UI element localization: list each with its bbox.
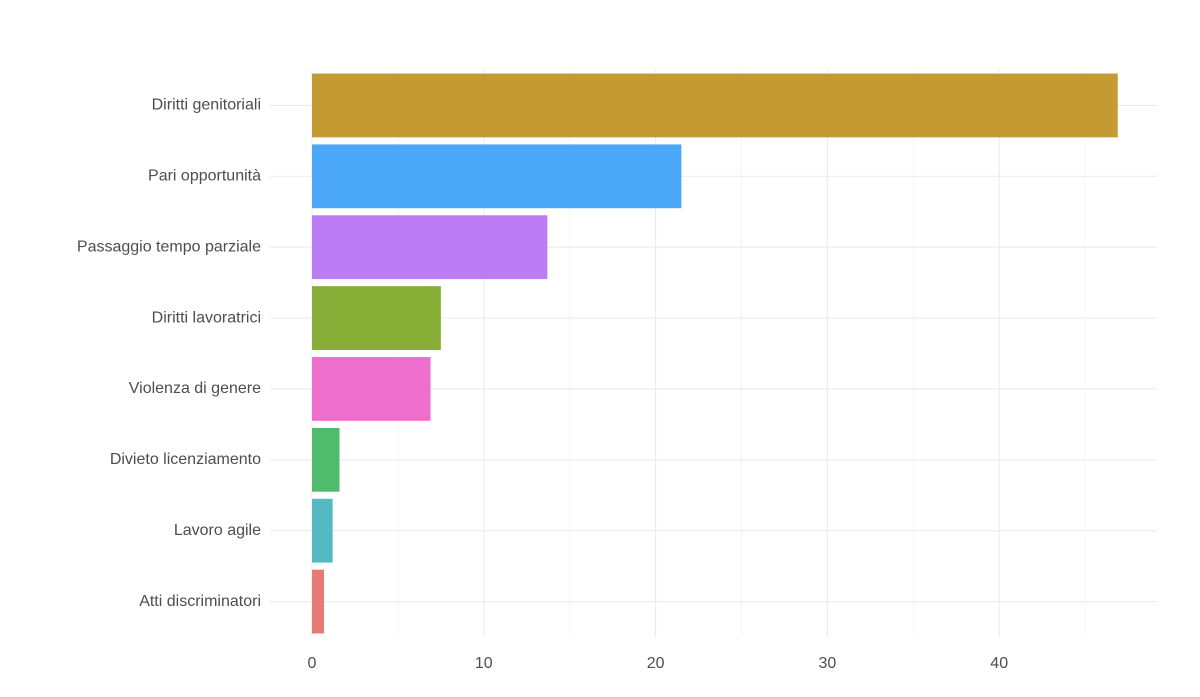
bar-pari-opportunit- <box>312 144 682 209</box>
x-tick-label: 10 <box>475 655 493 672</box>
bar-diritti-genitoriali <box>312 73 1118 138</box>
bar-violenza-di-genere <box>312 357 431 421</box>
y-tick-label: Atti discriminatori <box>139 593 261 610</box>
x-axis-labels: 0 10 20 30 40 <box>308 655 1009 672</box>
bar-passaggio-tempo-parziale <box>312 215 548 280</box>
bar-lavoro-agile <box>312 498 333 563</box>
y-tick-label: Lavoro agile <box>174 522 261 539</box>
x-tick-label: 20 <box>647 655 665 672</box>
x-tick-label: 0 <box>308 655 317 672</box>
bar-divieto-licenziamento <box>312 427 340 492</box>
y-axis-labels: Diritti genitoriali Pari opportunità Passa… <box>77 97 261 610</box>
y-tick-label: Diritti lavoratrici <box>152 309 261 326</box>
y-tick-label: Diritti genitoriali <box>152 97 261 114</box>
x-tick-label: 40 <box>990 655 1008 672</box>
bars-group <box>312 73 1118 634</box>
x-tick-label: 30 <box>819 655 837 672</box>
bar-diritti-lavoratrici <box>312 286 441 350</box>
y-tick-label: Pari opportunità <box>148 168 261 185</box>
y-tick-label: Divieto licenziamento <box>110 451 261 468</box>
y-tick-label: Passaggio tempo parziale <box>77 238 261 255</box>
y-tick-label: Violenza di genere <box>129 380 261 397</box>
bar-atti-discriminatori <box>312 569 325 634</box>
